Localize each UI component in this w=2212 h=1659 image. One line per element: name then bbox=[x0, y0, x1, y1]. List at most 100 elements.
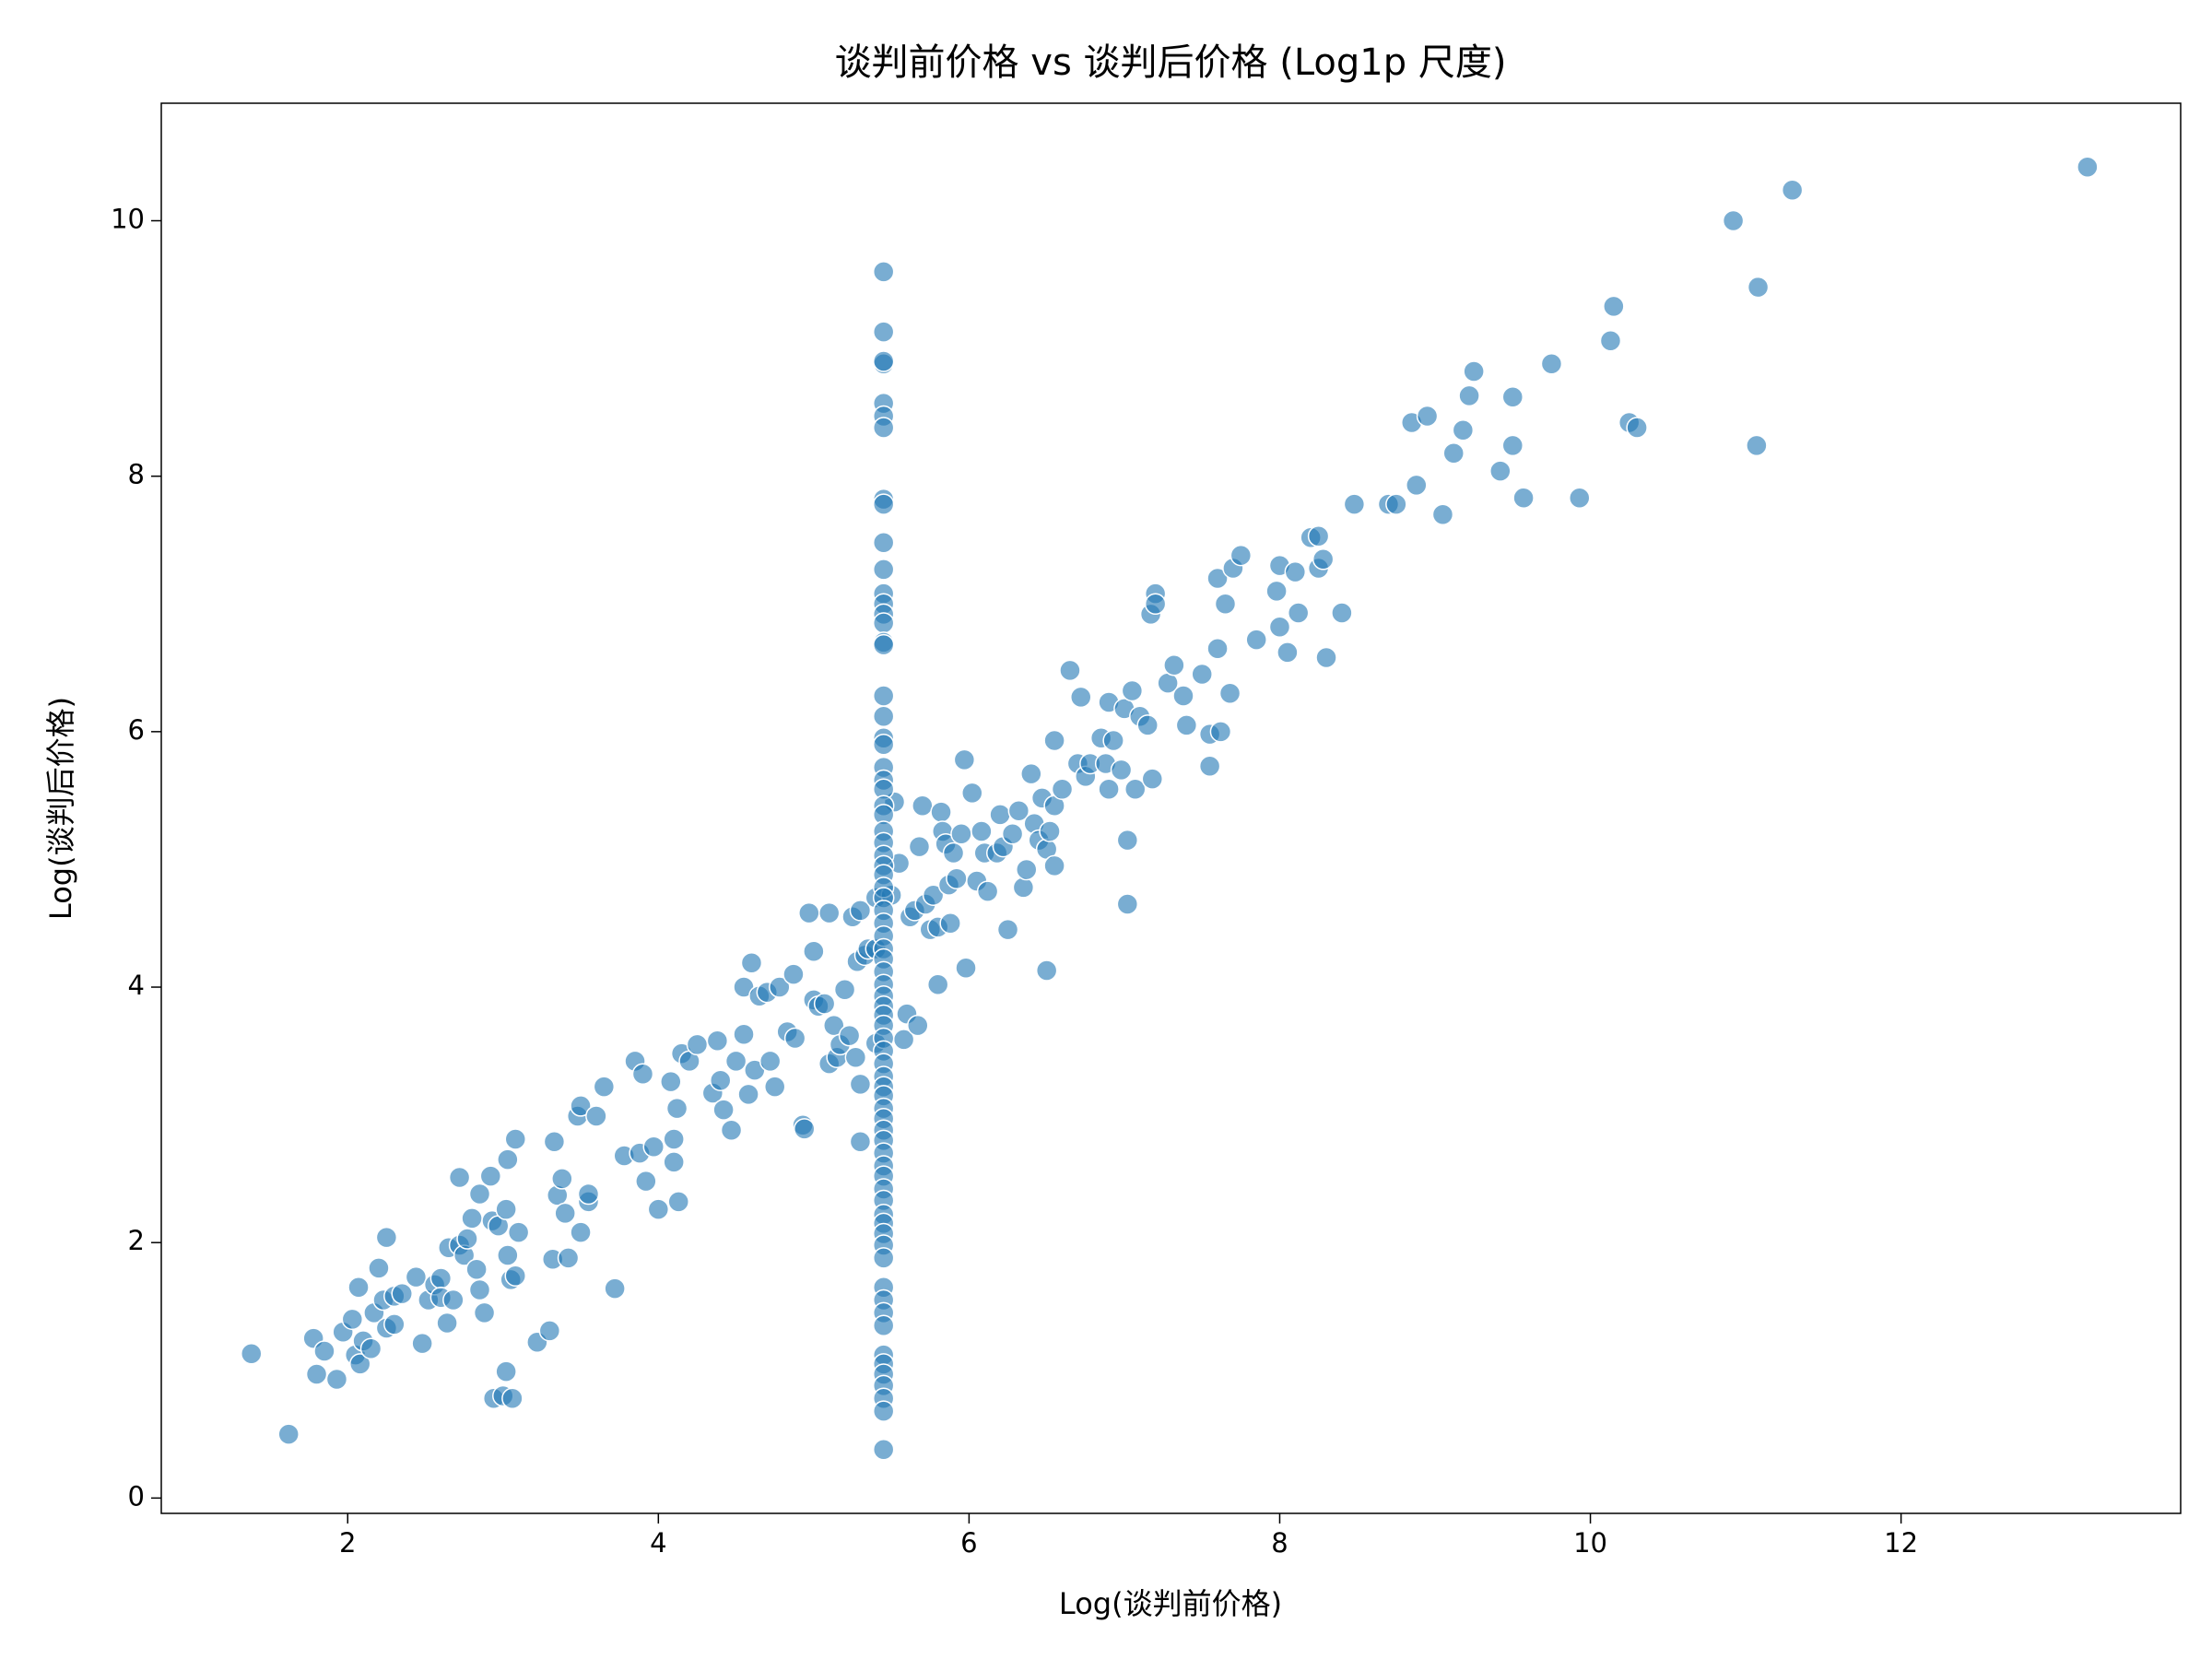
point bbox=[1626, 417, 1648, 439]
point bbox=[783, 1027, 806, 1050]
point bbox=[1191, 663, 1213, 686]
point bbox=[1206, 638, 1229, 660]
point bbox=[1268, 616, 1291, 638]
point bbox=[1001, 822, 1024, 845]
point bbox=[724, 1050, 747, 1073]
point bbox=[551, 1168, 573, 1190]
point bbox=[473, 1301, 496, 1324]
point bbox=[833, 979, 856, 1001]
point bbox=[1452, 419, 1475, 441]
point bbox=[763, 1076, 786, 1098]
point bbox=[1277, 641, 1299, 664]
x-tick-label: 12 bbox=[1884, 1527, 1918, 1559]
point bbox=[1781, 179, 1804, 201]
point bbox=[497, 1148, 519, 1171]
point bbox=[663, 1128, 685, 1150]
point bbox=[1599, 330, 1622, 352]
point bbox=[1116, 893, 1139, 915]
point bbox=[1059, 659, 1081, 682]
point bbox=[930, 801, 952, 823]
point bbox=[849, 900, 872, 922]
point bbox=[1069, 686, 1092, 709]
point bbox=[737, 1083, 759, 1106]
point bbox=[813, 993, 836, 1015]
point bbox=[570, 1221, 592, 1243]
point bbox=[1265, 580, 1288, 603]
plot-frame bbox=[160, 102, 2182, 1514]
point bbox=[955, 957, 977, 979]
point bbox=[1569, 487, 1591, 509]
point bbox=[1287, 602, 1310, 624]
point bbox=[1442, 441, 1465, 465]
point bbox=[663, 1151, 685, 1173]
point bbox=[1307, 525, 1330, 547]
point bbox=[872, 1400, 895, 1422]
point bbox=[1007, 800, 1030, 822]
point bbox=[849, 1130, 872, 1153]
point bbox=[922, 884, 945, 906]
point bbox=[577, 1182, 600, 1206]
point bbox=[368, 1257, 390, 1279]
point bbox=[872, 685, 895, 707]
point bbox=[497, 1244, 519, 1266]
point bbox=[1245, 629, 1267, 651]
point bbox=[411, 1332, 433, 1355]
point bbox=[1431, 503, 1454, 525]
point bbox=[1284, 560, 1307, 583]
point bbox=[872, 733, 895, 756]
point bbox=[844, 1046, 867, 1068]
point bbox=[1463, 360, 1485, 382]
point bbox=[277, 1423, 300, 1445]
point bbox=[456, 1228, 478, 1250]
point bbox=[686, 1033, 709, 1056]
point bbox=[712, 1099, 735, 1121]
point bbox=[946, 867, 968, 889]
point bbox=[872, 321, 895, 343]
point bbox=[733, 1023, 755, 1046]
point bbox=[1385, 493, 1407, 515]
point bbox=[461, 1207, 483, 1230]
point bbox=[1416, 405, 1439, 428]
point bbox=[1214, 593, 1237, 616]
point bbox=[942, 841, 965, 865]
point bbox=[1603, 295, 1625, 318]
point bbox=[383, 1313, 406, 1335]
y-tick-label: 2 bbox=[128, 1225, 145, 1256]
point bbox=[543, 1130, 566, 1153]
point bbox=[665, 1097, 688, 1120]
point bbox=[769, 976, 791, 998]
point bbox=[838, 1024, 861, 1047]
point bbox=[2077, 156, 2099, 179]
point bbox=[647, 1198, 670, 1220]
point bbox=[667, 1191, 689, 1213]
point bbox=[1540, 352, 1563, 375]
point bbox=[635, 1170, 657, 1193]
point bbox=[907, 1014, 929, 1037]
point bbox=[468, 1278, 491, 1301]
point bbox=[325, 1368, 348, 1391]
point bbox=[1343, 493, 1366, 515]
point bbox=[405, 1265, 428, 1288]
point bbox=[872, 261, 895, 283]
point bbox=[1020, 762, 1042, 785]
point bbox=[1039, 820, 1061, 842]
x-tick-label: 6 bbox=[960, 1527, 977, 1559]
point bbox=[823, 1014, 845, 1037]
point bbox=[1136, 714, 1159, 736]
point bbox=[872, 493, 895, 515]
point bbox=[1175, 714, 1198, 736]
chart-title: 谈判前价格 vs 谈判后价格 (Log1p 尺度) bbox=[835, 41, 1507, 84]
point bbox=[313, 1340, 335, 1362]
point bbox=[1172, 685, 1194, 707]
point bbox=[849, 1073, 872, 1096]
point bbox=[759, 1050, 782, 1073]
y-axis-label: Log(谈判后价格) bbox=[43, 697, 78, 920]
y-tick-label: 8 bbox=[128, 459, 145, 490]
point bbox=[908, 835, 931, 858]
point bbox=[872, 705, 895, 727]
point bbox=[1043, 729, 1065, 752]
point bbox=[429, 1267, 453, 1289]
point bbox=[436, 1312, 458, 1335]
point bbox=[976, 880, 999, 902]
